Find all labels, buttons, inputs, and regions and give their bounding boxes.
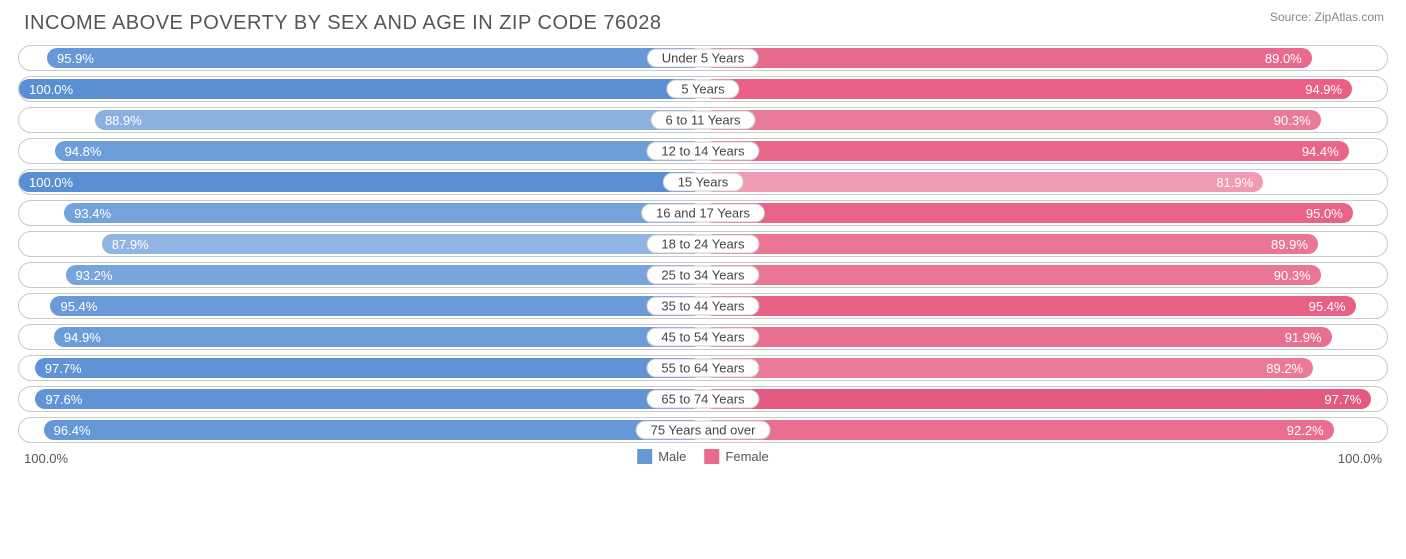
chart-row: 88.9% 90.3% 6 to 11 Years (18, 107, 1388, 133)
bar-value-male: 100.0% (29, 175, 73, 190)
chart-row: 95.4% 95.4% 35 to 44 Years (18, 293, 1388, 319)
bar-male: 95.9% (47, 48, 703, 68)
category-label: 6 to 11 Years (651, 111, 756, 130)
swatch-female (704, 449, 719, 464)
chart-row: 93.2% 90.3% 25 to 34 Years (18, 262, 1388, 288)
chart-row: 100.0% 81.9% 15 Years (18, 169, 1388, 195)
bar-value-male: 88.9% (105, 113, 142, 128)
chart-row: 97.6% 97.7% 65 to 74 Years (18, 386, 1388, 412)
chart-row: 97.7% 89.2% 55 to 64 Years (18, 355, 1388, 381)
chart-row: 94.9% 91.9% 45 to 54 Years (18, 324, 1388, 350)
bar-value-male: 96.4% (54, 423, 91, 438)
chart-row: 95.9% 89.0% Under 5 Years (18, 45, 1388, 71)
bar-female: 91.9% (703, 327, 1332, 347)
bar-female: 97.7% (703, 389, 1371, 409)
category-label: 18 to 24 Years (646, 235, 759, 254)
bar-value-female: 89.9% (1271, 237, 1308, 252)
bar-value-female: 92.2% (1287, 423, 1324, 438)
bar-value-female: 90.3% (1274, 268, 1311, 283)
bar-value-female: 91.9% (1285, 330, 1322, 345)
bar-male: 97.6% (35, 389, 703, 409)
category-label: 65 to 74 Years (646, 390, 759, 409)
category-label: 75 Years and over (636, 421, 771, 440)
bar-female: 95.4% (703, 296, 1356, 316)
bar-value-male: 100.0% (29, 82, 73, 97)
bar-female: 92.2% (703, 420, 1334, 440)
bar-value-female: 90.3% (1274, 113, 1311, 128)
category-label: 55 to 64 Years (646, 359, 759, 378)
bar-male: 94.9% (54, 327, 703, 347)
bar-female: 90.3% (703, 265, 1321, 285)
bar-male: 100.0% (19, 79, 703, 99)
category-label: 5 Years (666, 80, 739, 99)
chart-row: 87.9% 89.9% 18 to 24 Years (18, 231, 1388, 257)
chart-footer: 100.0% Male Female 100.0% (18, 447, 1388, 471)
bar-value-female: 94.4% (1302, 144, 1339, 159)
bar-female: 90.3% (703, 110, 1321, 130)
legend-item-male: Male (637, 449, 686, 464)
bar-female: 81.9% (703, 172, 1263, 192)
poverty-chart: INCOME ABOVE POVERTY BY SEX AND AGE IN Z… (0, 0, 1406, 559)
bar-value-male: 95.4% (60, 299, 97, 314)
category-label: 12 to 14 Years (646, 142, 759, 161)
bar-value-male: 93.4% (74, 206, 111, 221)
category-label: 45 to 54 Years (646, 328, 759, 347)
bar-male: 96.4% (44, 420, 703, 440)
chart-row: 94.8% 94.4% 12 to 14 Years (18, 138, 1388, 164)
bar-male: 88.9% (95, 110, 703, 130)
chart-row: 100.0% 94.9% 5 Years (18, 76, 1388, 102)
bar-value-male: 94.9% (64, 330, 101, 345)
legend-item-female: Female (704, 449, 768, 464)
category-label: Under 5 Years (647, 49, 759, 68)
bar-value-female: 97.7% (1324, 392, 1361, 407)
bar-value-female: 95.0% (1306, 206, 1343, 221)
bar-male: 100.0% (19, 172, 703, 192)
category-label: 15 Years (663, 173, 744, 192)
bar-male: 95.4% (50, 296, 703, 316)
bar-value-male: 97.7% (45, 361, 82, 376)
bar-female: 94.9% (703, 79, 1352, 99)
bar-value-male: 95.9% (57, 51, 94, 66)
bar-male: 93.4% (64, 203, 703, 223)
bar-value-female: 89.0% (1265, 51, 1302, 66)
chart-source: Source: ZipAtlas.com (1270, 10, 1384, 24)
bar-value-male: 87.9% (112, 237, 149, 252)
bar-value-female: 89.2% (1266, 361, 1303, 376)
category-label: 35 to 44 Years (646, 297, 759, 316)
bar-value-male: 94.8% (65, 144, 102, 159)
bar-male: 93.2% (66, 265, 703, 285)
bar-male: 94.8% (55, 141, 703, 161)
bar-value-male: 97.6% (45, 392, 82, 407)
bar-female: 89.2% (703, 358, 1313, 378)
chart-title: INCOME ABOVE POVERTY BY SEX AND AGE IN Z… (24, 12, 1388, 35)
bar-female: 94.4% (703, 141, 1349, 161)
bar-value-male: 93.2% (76, 268, 113, 283)
bar-female: 95.0% (703, 203, 1353, 223)
chart-row: 96.4% 92.2% 75 Years and over (18, 417, 1388, 443)
chart-legend: Male Female (637, 449, 769, 464)
bar-female: 89.0% (703, 48, 1312, 68)
bar-value-female: 81.9% (1216, 175, 1253, 190)
bar-male: 97.7% (35, 358, 703, 378)
legend-label-male: Male (658, 449, 686, 464)
axis-label-right: 100.0% (1338, 451, 1382, 466)
chart-row: 93.4% 95.0% 16 and 17 Years (18, 200, 1388, 226)
category-label: 16 and 17 Years (641, 204, 765, 223)
bar-female: 89.9% (703, 234, 1318, 254)
axis-label-left: 100.0% (24, 451, 68, 466)
bar-male: 87.9% (102, 234, 703, 254)
bar-value-female: 94.9% (1305, 82, 1342, 97)
legend-label-female: Female (725, 449, 768, 464)
chart-rows: 95.9% 89.0% Under 5 Years 100.0% 94.9% 5 Year… (18, 45, 1388, 443)
category-label: 25 to 34 Years (646, 266, 759, 285)
bar-value-female: 95.4% (1309, 299, 1346, 314)
swatch-male (637, 449, 652, 464)
